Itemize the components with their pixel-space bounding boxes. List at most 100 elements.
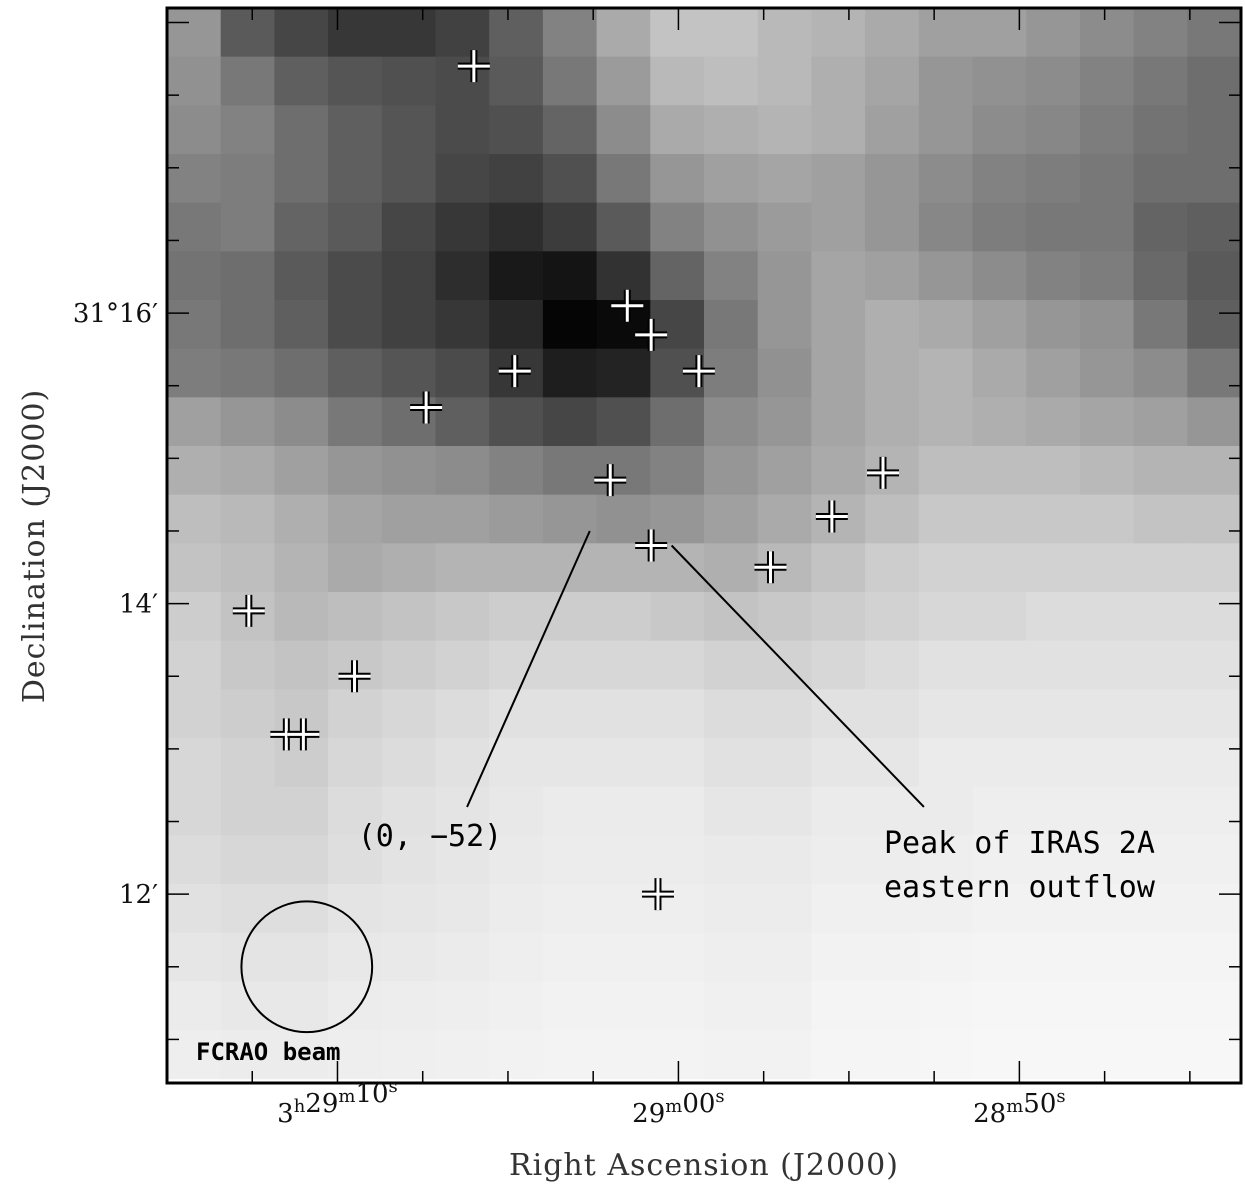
heatmap-cell bbox=[1187, 105, 1241, 155]
heatmap-cell bbox=[1026, 640, 1081, 690]
heatmap-cell bbox=[650, 153, 705, 204]
heatmap-cell bbox=[1079, 105, 1135, 155]
heatmap-cell bbox=[328, 202, 383, 252]
heatmap-cell bbox=[274, 56, 329, 106]
heatmap-cell bbox=[435, 348, 490, 398]
heatmap-cell bbox=[596, 56, 651, 106]
heatmap-cell bbox=[328, 494, 383, 544]
heatmap-cell bbox=[865, 202, 920, 252]
heatmap-cell bbox=[811, 251, 866, 301]
heatmap-cell bbox=[1026, 105, 1081, 155]
heatmap-cell bbox=[972, 932, 1027, 982]
heatmap-cell bbox=[489, 1029, 544, 1080]
heatmap-cell bbox=[596, 105, 651, 155]
heatmap-cell bbox=[865, 981, 920, 1031]
heatmap-cell bbox=[972, 251, 1027, 301]
heatmap-cell bbox=[220, 737, 275, 788]
heatmap-cell bbox=[381, 981, 437, 1031]
heatmap-cell bbox=[811, 8, 866, 58]
heatmap-cell bbox=[811, 737, 866, 788]
heatmap-cell bbox=[274, 981, 329, 1031]
heatmap-cell bbox=[220, 689, 275, 739]
heatmap-cell bbox=[918, 299, 974, 350]
heatmap-cell bbox=[972, 835, 1027, 885]
heatmap-cell bbox=[381, 835, 437, 885]
heatmap-cell bbox=[220, 883, 275, 934]
heatmap-cell bbox=[274, 251, 329, 301]
heatmap-cell bbox=[650, 640, 705, 690]
heatmap-cell bbox=[435, 1029, 490, 1080]
heatmap-cell bbox=[757, 397, 812, 447]
heatmap-cell bbox=[972, 397, 1027, 447]
heatmap-cell bbox=[1187, 56, 1241, 106]
heatmap-cell bbox=[811, 56, 866, 106]
heatmap-cell bbox=[1133, 543, 1188, 593]
heatmap-cell bbox=[220, 251, 275, 301]
heatmap-cell bbox=[650, 1029, 705, 1080]
heatmap-cell bbox=[704, 153, 759, 204]
heatmap-cell bbox=[435, 494, 490, 544]
heatmap-cell bbox=[542, 494, 598, 544]
heatmap-cell bbox=[274, 153, 329, 204]
heatmap-cell bbox=[542, 397, 598, 447]
heatmap-cell bbox=[328, 981, 383, 1031]
heatmap-cell bbox=[757, 202, 812, 252]
annotation-label-outflow: eastern outflow bbox=[884, 870, 1156, 905]
heatmap-cell bbox=[811, 883, 866, 934]
heatmap-cell bbox=[1133, 348, 1188, 398]
heatmap-cell bbox=[328, 786, 383, 836]
heatmap-cell bbox=[328, 543, 383, 593]
heatmap-cell bbox=[1079, 348, 1135, 398]
heatmap-cell bbox=[542, 737, 598, 788]
heatmap-cell bbox=[865, 397, 920, 447]
heatmap-cell bbox=[704, 494, 759, 544]
heatmap-cell bbox=[274, 835, 329, 885]
heatmap-cell bbox=[167, 1029, 222, 1080]
source-marker bbox=[232, 594, 265, 627]
heatmap-cell bbox=[704, 640, 759, 690]
heatmap-cell bbox=[918, 348, 974, 398]
heatmap-cell bbox=[1133, 299, 1188, 350]
heatmap-cell bbox=[757, 689, 812, 739]
heatmap-cell bbox=[811, 591, 866, 642]
heatmap-cell bbox=[1026, 8, 1081, 58]
heatmap-cell bbox=[596, 786, 651, 836]
heatmap-cell bbox=[650, 251, 705, 301]
heatmap-cell bbox=[972, 494, 1027, 544]
heatmap-cell bbox=[220, 202, 275, 252]
heatmap-cell bbox=[865, 932, 920, 982]
heatmap-cell bbox=[220, 640, 275, 690]
heatmap-cell bbox=[1079, 932, 1135, 982]
heatmap-cell bbox=[220, 56, 275, 106]
heatmap-cell bbox=[596, 640, 651, 690]
heatmap-cell bbox=[489, 494, 544, 544]
source-marker bbox=[594, 464, 627, 497]
heatmap-cell bbox=[542, 251, 598, 301]
heatmap-cell bbox=[972, 786, 1027, 836]
heatmap-cell bbox=[167, 105, 222, 155]
heatmap-cell bbox=[918, 153, 974, 204]
heatmap-cell bbox=[1187, 299, 1241, 350]
heatmap-cell bbox=[1026, 981, 1081, 1031]
source-marker bbox=[410, 391, 443, 424]
heatmap-cell bbox=[1187, 153, 1241, 204]
heatmap-cell bbox=[542, 981, 598, 1031]
heatmap-cell bbox=[865, 8, 920, 58]
heatmap-cell bbox=[704, 8, 759, 58]
heatmap-cell bbox=[757, 348, 812, 398]
heatmap-cell bbox=[972, 445, 1027, 496]
heatmap-cell bbox=[167, 445, 222, 496]
heatmap-cell bbox=[274, 883, 329, 934]
heatmap-cell bbox=[381, 202, 437, 252]
heatmap-cell bbox=[328, 348, 383, 398]
heatmap-cell bbox=[811, 1029, 866, 1080]
heatmap-cell bbox=[1133, 494, 1188, 544]
heatmap-cell bbox=[757, 835, 812, 885]
heatmap-cell bbox=[542, 348, 598, 398]
heatmap-cell bbox=[918, 591, 974, 642]
heatmap-cell bbox=[811, 932, 866, 982]
heatmap-cell bbox=[1026, 348, 1081, 398]
heatmap-cell bbox=[1133, 397, 1188, 447]
heatmap-cell bbox=[865, 1029, 920, 1080]
heatmap-cell bbox=[757, 981, 812, 1031]
